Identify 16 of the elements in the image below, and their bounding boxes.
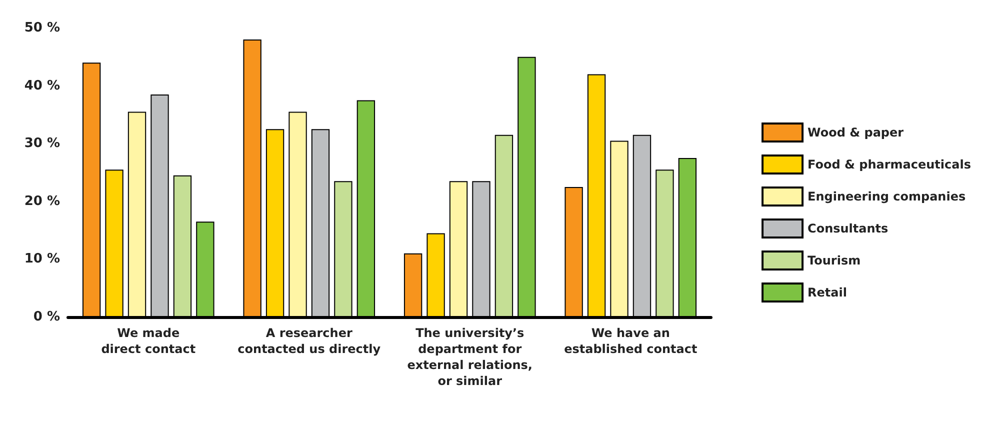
legend-label: Engineering companies	[808, 190, 966, 204]
x-tick-label: A researcher contacted us directly	[238, 326, 381, 356]
x-tick-label: The university’s department for external relations, or similar	[407, 326, 532, 388]
legend-label: Wood & paper	[808, 126, 904, 140]
y-tick-label: 50 %	[24, 20, 60, 36]
x-tick-label: We have an established contact	[564, 326, 698, 356]
y-tick-label: 40 %	[24, 78, 60, 94]
legend-label: Consultants	[808, 222, 888, 236]
x-tick-label: We made direct contact	[101, 326, 196, 356]
legend-label: Food & pharmaceuticals	[808, 158, 972, 172]
y-tick-label: 0 %	[33, 310, 60, 324]
y-tick-label: 20 %	[24, 194, 60, 209]
legend-label: Tourism	[808, 254, 861, 268]
legend-label: Retail	[808, 286, 847, 300]
y-tick-label: 10 %	[24, 252, 60, 267]
y-tick-label: 30 %	[24, 136, 60, 152]
